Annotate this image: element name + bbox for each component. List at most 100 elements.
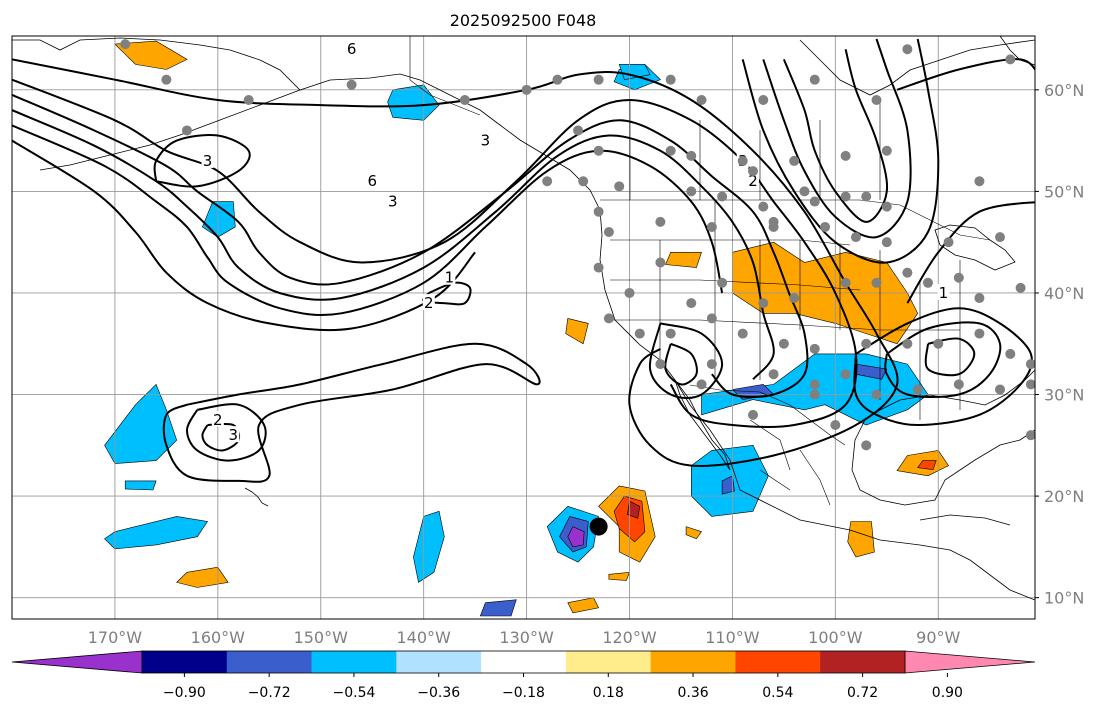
station-marker (871, 389, 882, 400)
colorbar-tick-labels: −0.90 −0.72 −0.54 −0.36 −0.18 0.18 0.36 0.54 0.7… (163, 673, 963, 701)
colorbar-bin (481, 651, 567, 673)
contour-label-bg (386, 192, 399, 209)
contour-line (896, 58, 1035, 91)
station-marker (181, 125, 192, 136)
colorbar-bin (226, 651, 313, 673)
station-marker (809, 74, 820, 85)
station-marker (789, 293, 800, 304)
lon-tick-label: 90°W (916, 628, 960, 647)
colorbar-bin (565, 651, 652, 673)
station-marker (655, 216, 666, 227)
colorbar-tick-label: 0.72 (847, 685, 878, 701)
station-marker (717, 191, 728, 202)
alaska-peninsula (39, 89, 301, 171)
contour-label: 6 (347, 40, 357, 58)
contour-label-bg (345, 40, 358, 57)
station-marker (840, 277, 851, 288)
station-marker (1025, 379, 1035, 390)
station-marker (573, 125, 584, 136)
shaded-region (685, 526, 702, 540)
station-marker (850, 232, 861, 243)
station-marker (243, 94, 254, 105)
station-marker (706, 221, 717, 232)
station-marker (861, 338, 872, 349)
station-marker (614, 181, 625, 192)
station-marker (953, 379, 964, 390)
station-marker (974, 176, 985, 187)
longitude-tick-labels: 170°W 160°W 150°W 140°W 130°W 120°W 110°W 100°W… (88, 628, 961, 647)
contour-line (12, 124, 724, 316)
station-marker (696, 379, 707, 390)
station-marker (521, 84, 532, 95)
shaded-region (565, 318, 589, 345)
contour-line (12, 93, 809, 399)
station-marker (1036, 252, 1046, 262)
station-marker (737, 155, 748, 166)
caribbean-islands (919, 514, 1011, 526)
contour-label-bg (211, 410, 224, 427)
station-marker (346, 79, 357, 90)
lon-tick-label: 100°W (808, 628, 863, 647)
shaded-region (124, 480, 157, 491)
station-marker (593, 74, 604, 85)
station-marker (542, 176, 553, 187)
colorbar-tick-label: 0.54 (762, 685, 793, 701)
contour-line (185, 403, 267, 462)
contour-line (906, 201, 1035, 304)
contour-line (201, 422, 241, 452)
lat-tick-label: 30°N (1044, 386, 1084, 405)
storm-center-marker (589, 517, 608, 536)
map-frame (11, 35, 1036, 620)
contour-line (648, 322, 724, 400)
station-marker (933, 338, 944, 349)
colorbar-bin (396, 651, 482, 673)
colorbar-tick-label: −0.18 (502, 685, 545, 701)
station-marker (578, 176, 589, 187)
contour-label: 6 (367, 172, 377, 190)
colorbar-tick-label: 0.36 (677, 685, 708, 701)
contour-line (12, 109, 775, 380)
chart-title: 2025092500 F048 (450, 11, 597, 30)
station-marker (974, 293, 985, 304)
shaded-region (721, 475, 735, 495)
contour-label: 2 (748, 172, 758, 190)
station-marker (881, 145, 892, 156)
station-marker (686, 186, 697, 197)
gulf-coastline (851, 369, 1035, 506)
contour-label-bg (366, 172, 379, 189)
station-marker (696, 94, 707, 105)
station-marker (1025, 430, 1035, 441)
station-marker (809, 343, 820, 354)
colorbar-tick-label: −0.54 (332, 685, 375, 701)
station-marker (820, 221, 831, 232)
station-marker (902, 338, 913, 349)
lat-tick-label: 40°N (1044, 284, 1084, 303)
station-marker (737, 328, 748, 339)
station-marker (655, 257, 666, 268)
storm-center-group (589, 517, 608, 536)
station-marker (974, 328, 985, 339)
lat-tick-label: 60°N (1044, 81, 1084, 100)
station-marker (1046, 410, 1056, 420)
station-marker (686, 298, 697, 309)
station-marker (1005, 348, 1016, 359)
station-marker (922, 277, 933, 288)
station-marker (593, 206, 604, 217)
station-marker (861, 440, 872, 451)
shaded-region (114, 40, 188, 70)
colorbar-bin (650, 651, 736, 673)
colorbar-tick-label: 0.90 (932, 685, 963, 701)
station-marker (881, 237, 892, 248)
great-lakes (934, 224, 1016, 271)
station-marker (593, 145, 604, 156)
contour-line (12, 58, 899, 467)
contour-line (153, 133, 251, 188)
contour-labels: 363612233132 (201, 40, 950, 444)
contour-line (782, 48, 889, 223)
station-marker (634, 328, 645, 339)
shaded-region (104, 383, 178, 464)
station-marker (840, 191, 851, 202)
station-marker (603, 227, 614, 238)
station-marker (840, 150, 851, 161)
station-marker (995, 232, 1006, 243)
